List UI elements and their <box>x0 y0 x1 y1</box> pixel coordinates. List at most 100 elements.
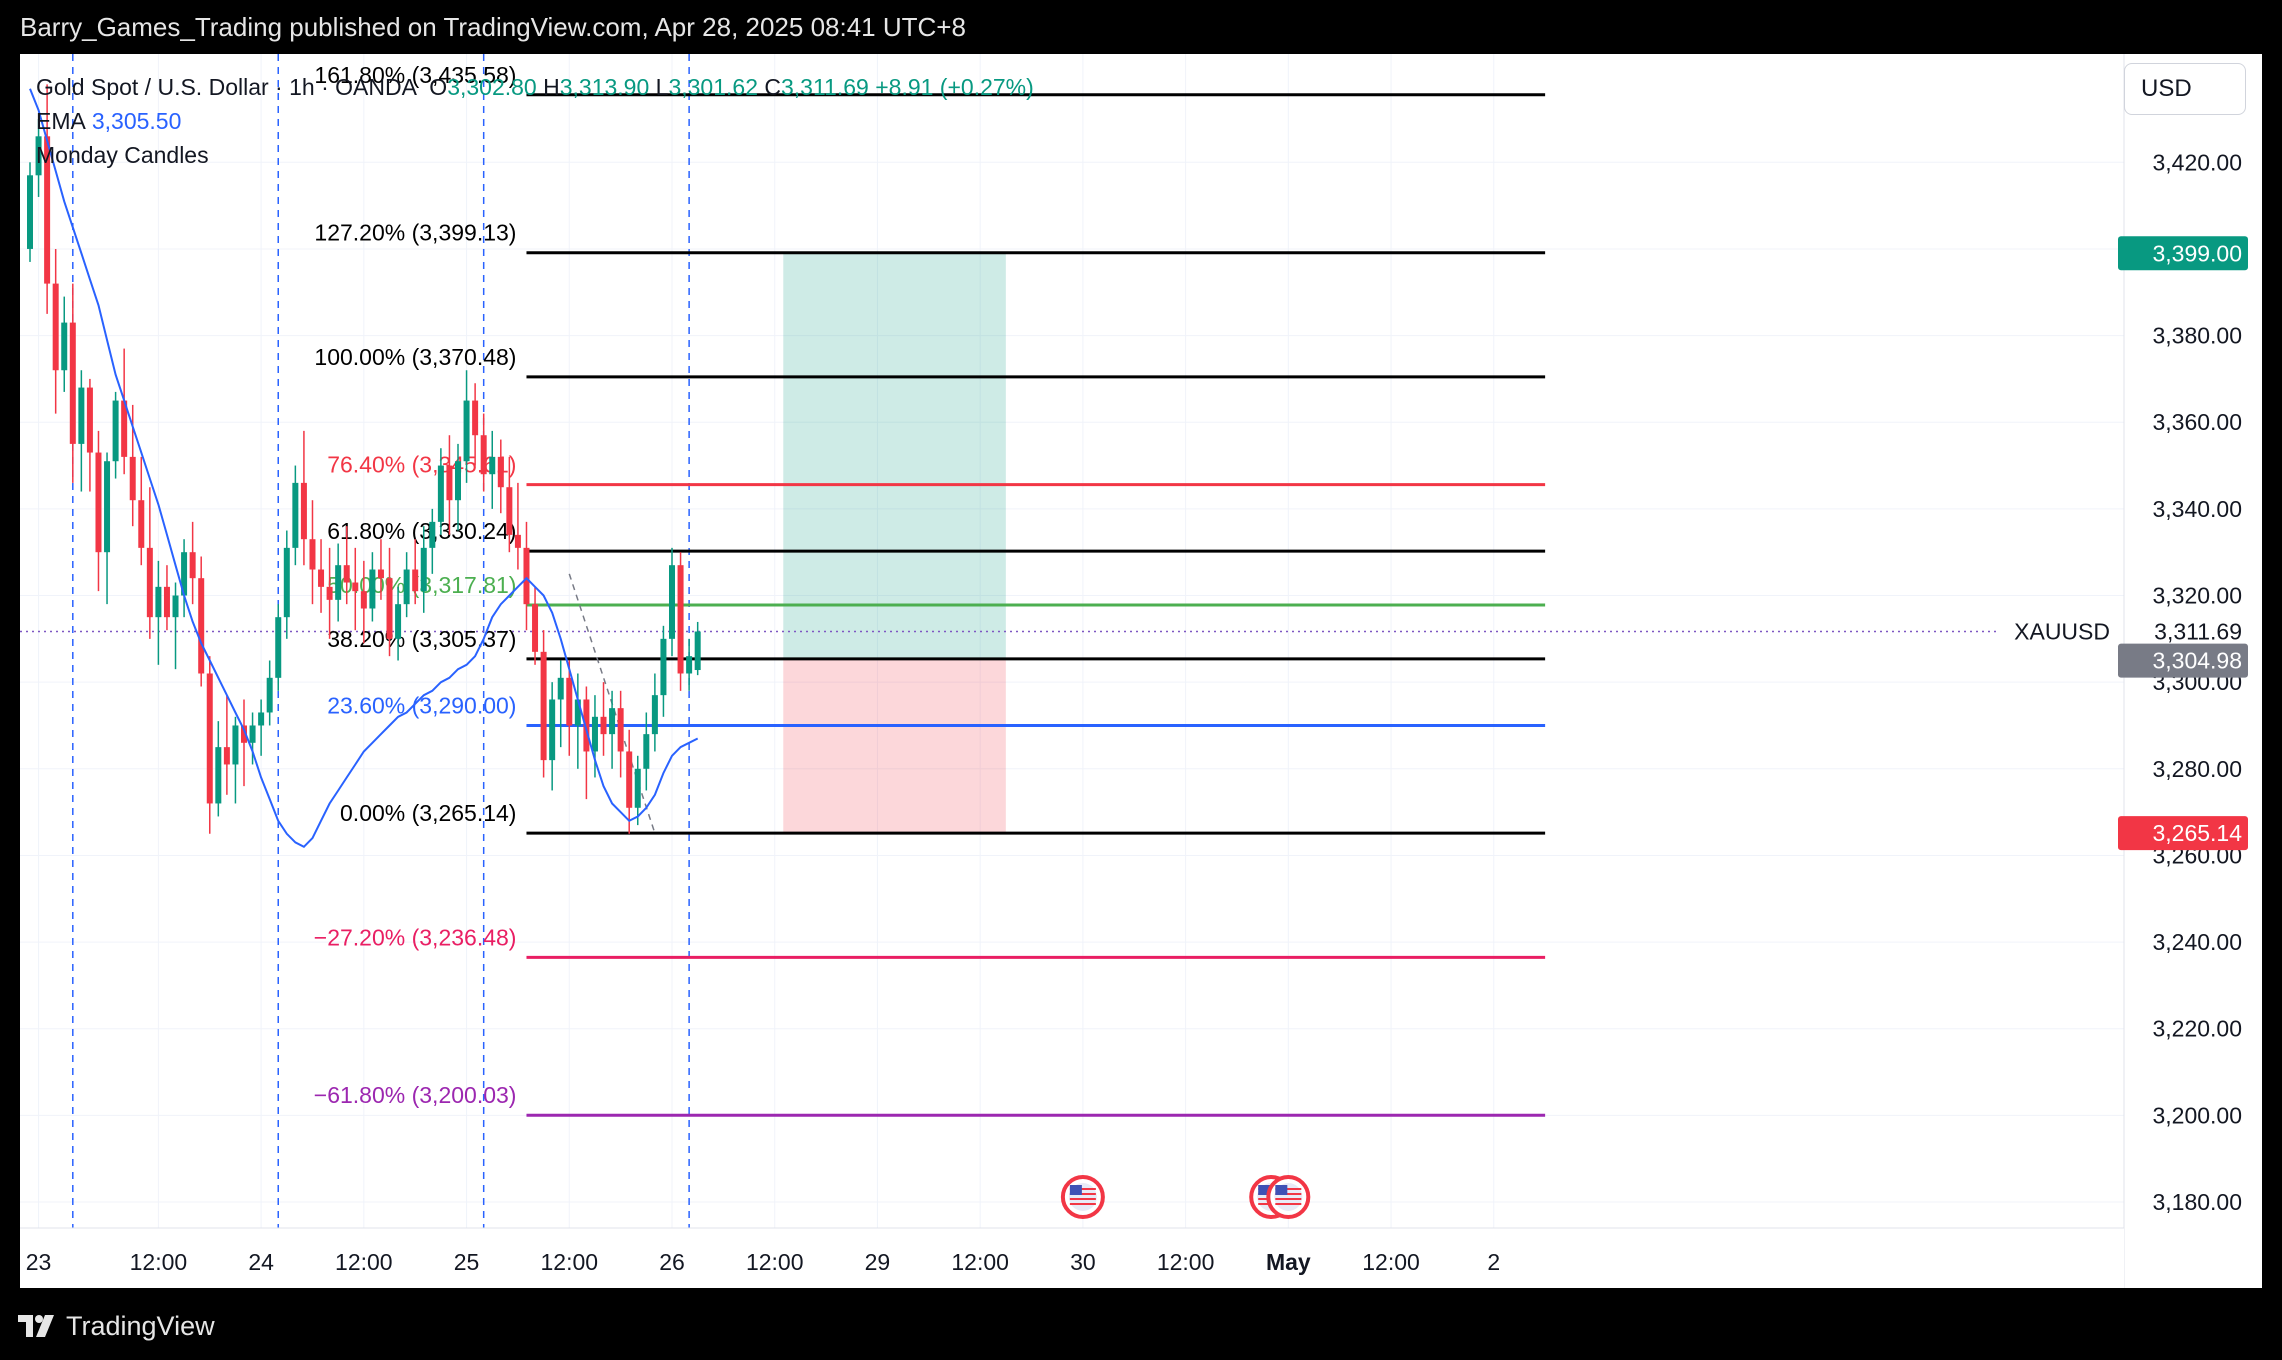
candle-body <box>206 673 213 804</box>
candle <box>300 430 307 566</box>
time-tick-label: 12:00 <box>951 1249 1009 1275</box>
candle <box>437 448 444 535</box>
price-tick-label: 3,200.00 <box>2152 1102 2242 1128</box>
candle <box>566 660 573 756</box>
time-axis[interactable]: 23 12:00 24 12:00 25 12:00 26 12:00 29 12:00 30 12:… <box>20 1227 2124 1288</box>
candle <box>69 283 76 483</box>
candle-body <box>309 539 316 570</box>
fib-level-label: −61.80% (3,200.03) <box>314 1082 517 1108</box>
price-label-bg <box>2118 816 2248 851</box>
candle <box>35 118 42 197</box>
candle <box>223 695 230 795</box>
candle-body <box>189 552 196 579</box>
candle-body <box>506 487 513 535</box>
candle-body <box>163 586 170 618</box>
indicator-label: Monday Candles <box>36 142 209 168</box>
candle-body <box>617 708 624 752</box>
candle <box>677 552 684 691</box>
candle-body <box>86 387 93 453</box>
profit-zone <box>783 252 1006 659</box>
fib-level-label: 127.20% (3,399.13) <box>314 220 516 246</box>
candle <box>112 391 119 479</box>
candle <box>523 521 530 631</box>
candle <box>506 456 513 553</box>
candle <box>181 539 188 618</box>
candle-body <box>78 387 85 444</box>
change-value: +8.91 (+0.27%) <box>875 74 1034 100</box>
candle-body <box>27 175 33 249</box>
candle <box>104 452 111 605</box>
low-label: L <box>655 74 669 100</box>
chart-legend: Gold Spot / U.S. Dollar · 1h · OANDA O3,… <box>36 70 1034 172</box>
candle-body <box>335 565 342 600</box>
price-axis[interactable]: 3,180.003,200.003,220.003,240.003,260.00… <box>2118 54 2262 1288</box>
candle-body <box>549 699 556 761</box>
price-tick-label: 3,320.00 <box>2152 583 2242 609</box>
candle-body <box>369 569 376 609</box>
candle-body <box>249 725 256 743</box>
candle-body <box>643 734 650 769</box>
candle-body <box>104 461 111 553</box>
candle-body <box>694 631 701 671</box>
candle-body <box>52 283 59 371</box>
event-icon-canton <box>1069 1185 1082 1195</box>
candle-body <box>69 322 76 444</box>
candle-body <box>660 638 667 696</box>
candle <box>249 712 256 765</box>
candle-body <box>669 565 675 639</box>
price-tick-label: 3,420.00 <box>2152 149 2242 175</box>
candle-body <box>489 456 496 475</box>
event-icon-canton <box>1258 1185 1271 1195</box>
currency-button[interactable]: USD <box>2124 63 2246 115</box>
candle <box>694 621 701 676</box>
candle-body <box>472 400 479 436</box>
indicator-row[interactable]: Monday Candles <box>36 138 1034 172</box>
candle-body <box>532 604 539 652</box>
candle-body <box>318 569 325 587</box>
candle <box>95 430 102 592</box>
time-tick-label: 12:00 <box>540 1249 598 1275</box>
candle-body <box>395 604 402 639</box>
candle <box>626 729 633 834</box>
candle-body <box>121 400 128 457</box>
time-tick-label: 2 <box>1487 1249 1500 1275</box>
candle-body <box>300 482 307 540</box>
candle-body <box>266 677 273 713</box>
ema-value: 3,305.50 <box>91 108 182 134</box>
time-tick-label: 23 <box>26 1249 52 1275</box>
candle <box>309 500 316 605</box>
candle <box>686 638 693 691</box>
price-label-bg <box>2118 643 2248 678</box>
price-label: 3,304.98 <box>2152 648 2242 674</box>
fib-level-label: 0.00% (3,265.14) <box>340 800 516 826</box>
candle-body <box>241 725 247 743</box>
candle <box>617 690 624 778</box>
us-flag-event-icon[interactable] <box>1060 1175 1105 1219</box>
fib-level-label: 76.40% (3,345.61) <box>327 452 516 478</box>
chart-panel[interactable]: 161.80% (3,435.58) 127.20% (3,399.13) 100.… <box>20 54 2262 1288</box>
price-label-bg <box>2118 236 2248 271</box>
tradingview-logo-icon <box>18 1315 54 1337</box>
time-tick-label: 12:00 <box>1362 1249 1420 1275</box>
candle <box>258 699 265 756</box>
us-flag-event-icon[interactable] <box>1266 1175 1311 1219</box>
ema-row[interactable]: EMA 3,305.50 <box>36 104 1034 138</box>
candle-body <box>343 565 350 583</box>
candle <box>651 673 658 752</box>
candle <box>121 348 128 475</box>
candle-body <box>651 695 658 735</box>
candle <box>155 560 162 665</box>
instrument-title[interactable]: Gold Spot / U.S. Dollar · 1h · OANDA <box>36 74 417 100</box>
candle-body <box>403 569 410 605</box>
candle-body <box>540 651 547 761</box>
candle-body <box>360 591 367 609</box>
price-chart[interactable]: 161.80% (3,435.58) 127.20% (3,399.13) 100.… <box>20 54 2262 1288</box>
candle <box>292 465 299 566</box>
close-label: C <box>764 74 781 100</box>
tradingview-logo[interactable]: TradingView <box>18 1311 215 1341</box>
chart-background <box>20 54 2262 1288</box>
candle-body <box>44 136 51 284</box>
ema-line <box>29 88 699 849</box>
candle-body <box>146 547 153 618</box>
candle <box>489 430 496 509</box>
